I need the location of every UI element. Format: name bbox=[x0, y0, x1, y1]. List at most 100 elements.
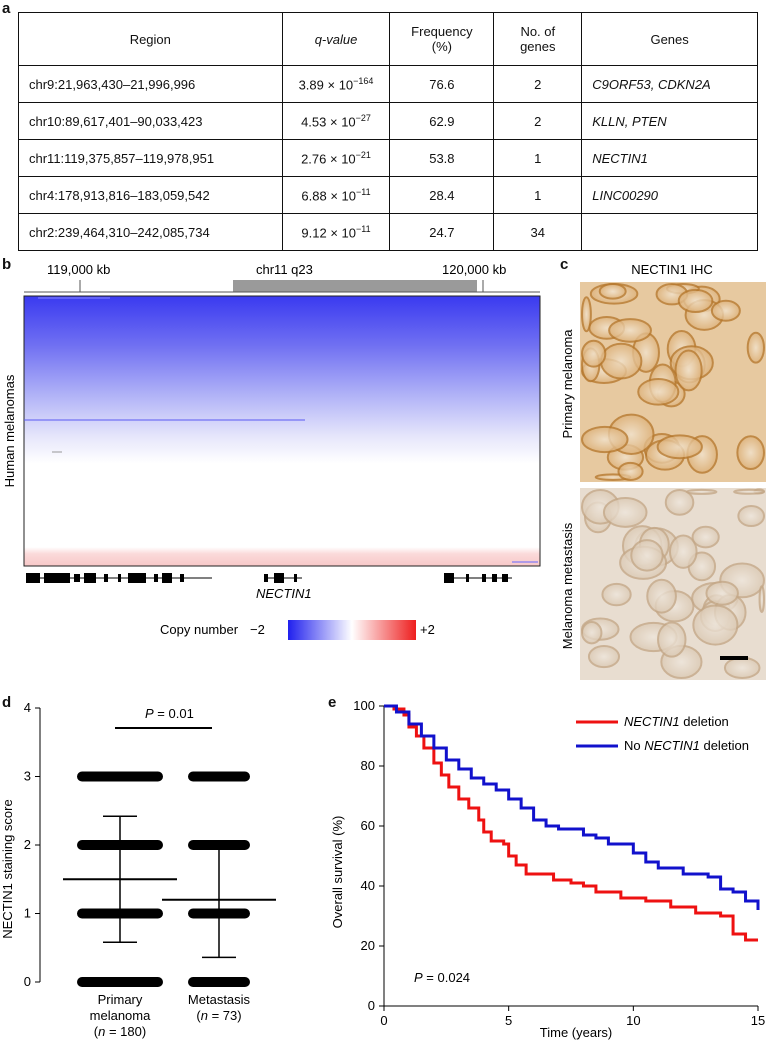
cell-shape bbox=[736, 435, 766, 471]
cell-ngenes: 1 bbox=[493, 176, 583, 214]
ihc-bottom-label: Melanoma metastasis bbox=[560, 522, 575, 649]
staining-p-value: P = 0.01 bbox=[145, 706, 194, 721]
cell-ngenes: 1 bbox=[493, 139, 583, 177]
table-row: chr11:119,375,857–119,978,951 2.76 × 10−2… bbox=[18, 139, 758, 177]
copy-number-colorbar bbox=[288, 620, 416, 640]
cell-shape bbox=[598, 283, 627, 300]
y-tick-label: 1 bbox=[24, 906, 31, 921]
legend-label-deletion: NECTIN1 deletion bbox=[624, 714, 729, 729]
cell-shape bbox=[602, 496, 648, 528]
cell-qvalue: 3.89 × 10−164 bbox=[281, 65, 391, 103]
staining-score-plot: 0 1 2 3 4 NECTIN1 staining score P = 0.01 Pr… bbox=[0, 700, 276, 1039]
cell-ngenes: 34 bbox=[493, 213, 583, 251]
cell-shape bbox=[657, 621, 687, 658]
cell-qvalue: 2.76 × 10−21 bbox=[281, 139, 391, 177]
table-row: chr4:178,913,816–183,059,542 6.88 × 10−11… bbox=[18, 176, 758, 214]
y-tick-label: 4 bbox=[24, 700, 31, 715]
cell-shape bbox=[630, 539, 664, 572]
header-ngenes: No. of genes bbox=[493, 12, 583, 66]
cell-ngenes: 2 bbox=[493, 102, 583, 140]
cell-shape bbox=[746, 331, 765, 364]
svg-text:Metastasis: Metastasis bbox=[188, 992, 251, 1007]
survival-xlabel: Time (years) bbox=[540, 1025, 612, 1040]
cell-shape bbox=[685, 488, 718, 495]
staining-marks bbox=[63, 771, 276, 987]
copy-number-legend-title: Copy number bbox=[160, 622, 239, 637]
header-frequency: Frequency (%) bbox=[389, 12, 495, 66]
cell-frequency: 62.9 bbox=[389, 102, 495, 140]
ihc-title: NECTIN1 IHC bbox=[631, 262, 713, 277]
cell-shape bbox=[580, 621, 603, 645]
gene-track bbox=[26, 573, 512, 583]
cell-shape bbox=[733, 488, 765, 495]
curve-no-nectin1-deletion bbox=[384, 704, 760, 910]
group-label-metastasis: Metastasis (n = 73) bbox=[188, 992, 251, 1023]
ihc-top-label: Primary melanoma bbox=[560, 329, 575, 439]
x-tick-label: 0 bbox=[380, 1013, 387, 1028]
cell-shape bbox=[710, 299, 741, 322]
cell-region: chr4:178,913,816–183,059,542 bbox=[18, 176, 283, 214]
cell-shape bbox=[737, 504, 766, 528]
svg-text:melanoma: melanoma bbox=[90, 1008, 151, 1023]
cell-shape bbox=[581, 339, 607, 368]
cell-genes: C9ORF53, CDKN2A bbox=[581, 65, 758, 103]
cell-qvalue: 9.12 × 10−11 bbox=[281, 213, 391, 251]
nectin1-gene-label: NECTIN1 bbox=[256, 586, 312, 601]
y-tick-label: 20 bbox=[361, 938, 375, 953]
band-q23 bbox=[233, 280, 477, 292]
staining-ylabel: NECTIN1 staining score bbox=[0, 799, 15, 938]
cell-genes bbox=[581, 213, 758, 251]
ihc-panel: NECTIN1 IHC Primary melanoma Melanoma me… bbox=[560, 262, 766, 680]
copy-number-heatmap-panel: 119,000 kb chr11 q23 120,000 kb Human me… bbox=[2, 262, 541, 640]
svg-text:Primary: Primary bbox=[98, 992, 143, 1007]
cell-shape bbox=[599, 342, 643, 380]
cell-shape bbox=[637, 378, 680, 406]
heatmap-ylabel: Human melanomas bbox=[2, 374, 17, 487]
cell-frequency: 24.7 bbox=[389, 213, 495, 251]
cell-shape bbox=[692, 604, 739, 646]
cell-frequency: 53.8 bbox=[389, 139, 495, 177]
cell-shape bbox=[758, 585, 765, 613]
header-genes: Genes bbox=[581, 12, 758, 66]
cell-genes: LINC00290 bbox=[581, 176, 758, 214]
cell-qvalue: 4.53 × 10−27 bbox=[281, 102, 391, 140]
svg-text:(n = 73): (n = 73) bbox=[196, 1008, 241, 1023]
table-row: chr2:239,464,310–242,085,734 9.12 × 10−11… bbox=[18, 213, 758, 251]
cell-shape bbox=[581, 425, 629, 454]
survival-legend: NECTIN1 deletion No NECTIN1 deletion bbox=[576, 714, 749, 753]
legend-label-no-deletion: No NECTIN1 deletion bbox=[624, 738, 749, 753]
cell-qvalue: 6.88 × 10−11 bbox=[281, 176, 391, 214]
cell-shape bbox=[646, 578, 677, 614]
cell-shape bbox=[581, 296, 592, 333]
cell-shape bbox=[664, 489, 695, 516]
survival-axes: 0 20 40 60 80 100 0 5 10 15 bbox=[353, 698, 765, 1028]
survival-ylabel: Overall survival (%) bbox=[330, 816, 345, 929]
y-tick-label: 0 bbox=[24, 974, 31, 989]
band-label: chr11 q23 bbox=[256, 262, 313, 277]
coord-right-label: 120,000 kb bbox=[442, 262, 506, 277]
header-qvalue: q-value bbox=[281, 12, 391, 66]
cell-shape bbox=[677, 288, 714, 314]
y-tick-label: 3 bbox=[24, 769, 31, 784]
cell-ngenes: 2 bbox=[493, 65, 583, 103]
cell-region: chr10:89,617,401–90,033,423 bbox=[18, 102, 283, 140]
y-tick-label: 60 bbox=[361, 818, 375, 833]
cell-shape bbox=[705, 580, 739, 606]
curve-nectin1-deletion bbox=[384, 704, 758, 942]
panel-label-a: a bbox=[2, 0, 11, 17]
y-tick-label: 100 bbox=[353, 698, 375, 713]
cell-shape bbox=[668, 534, 698, 569]
micrograph-primary bbox=[580, 282, 766, 482]
cell-region: chr2:239,464,310–242,085,734 bbox=[18, 213, 283, 251]
y-tick-label: 2 bbox=[24, 837, 31, 852]
cell-region: chr11:119,375,857–119,978,951 bbox=[18, 139, 283, 177]
survival-curves bbox=[384, 704, 760, 942]
staining-y-axis: 0 1 2 3 4 bbox=[24, 700, 41, 989]
table-row: chr9:21,963,430–21,996,996 3.89 × 10−164 7… bbox=[18, 65, 758, 103]
cell-shape bbox=[656, 434, 703, 460]
legend-min-label: −2 bbox=[250, 622, 265, 637]
cell-shape bbox=[723, 656, 761, 679]
panel-label-e: e bbox=[328, 694, 337, 711]
group-label-primary: Primary melanoma (n = 180) bbox=[90, 992, 151, 1039]
